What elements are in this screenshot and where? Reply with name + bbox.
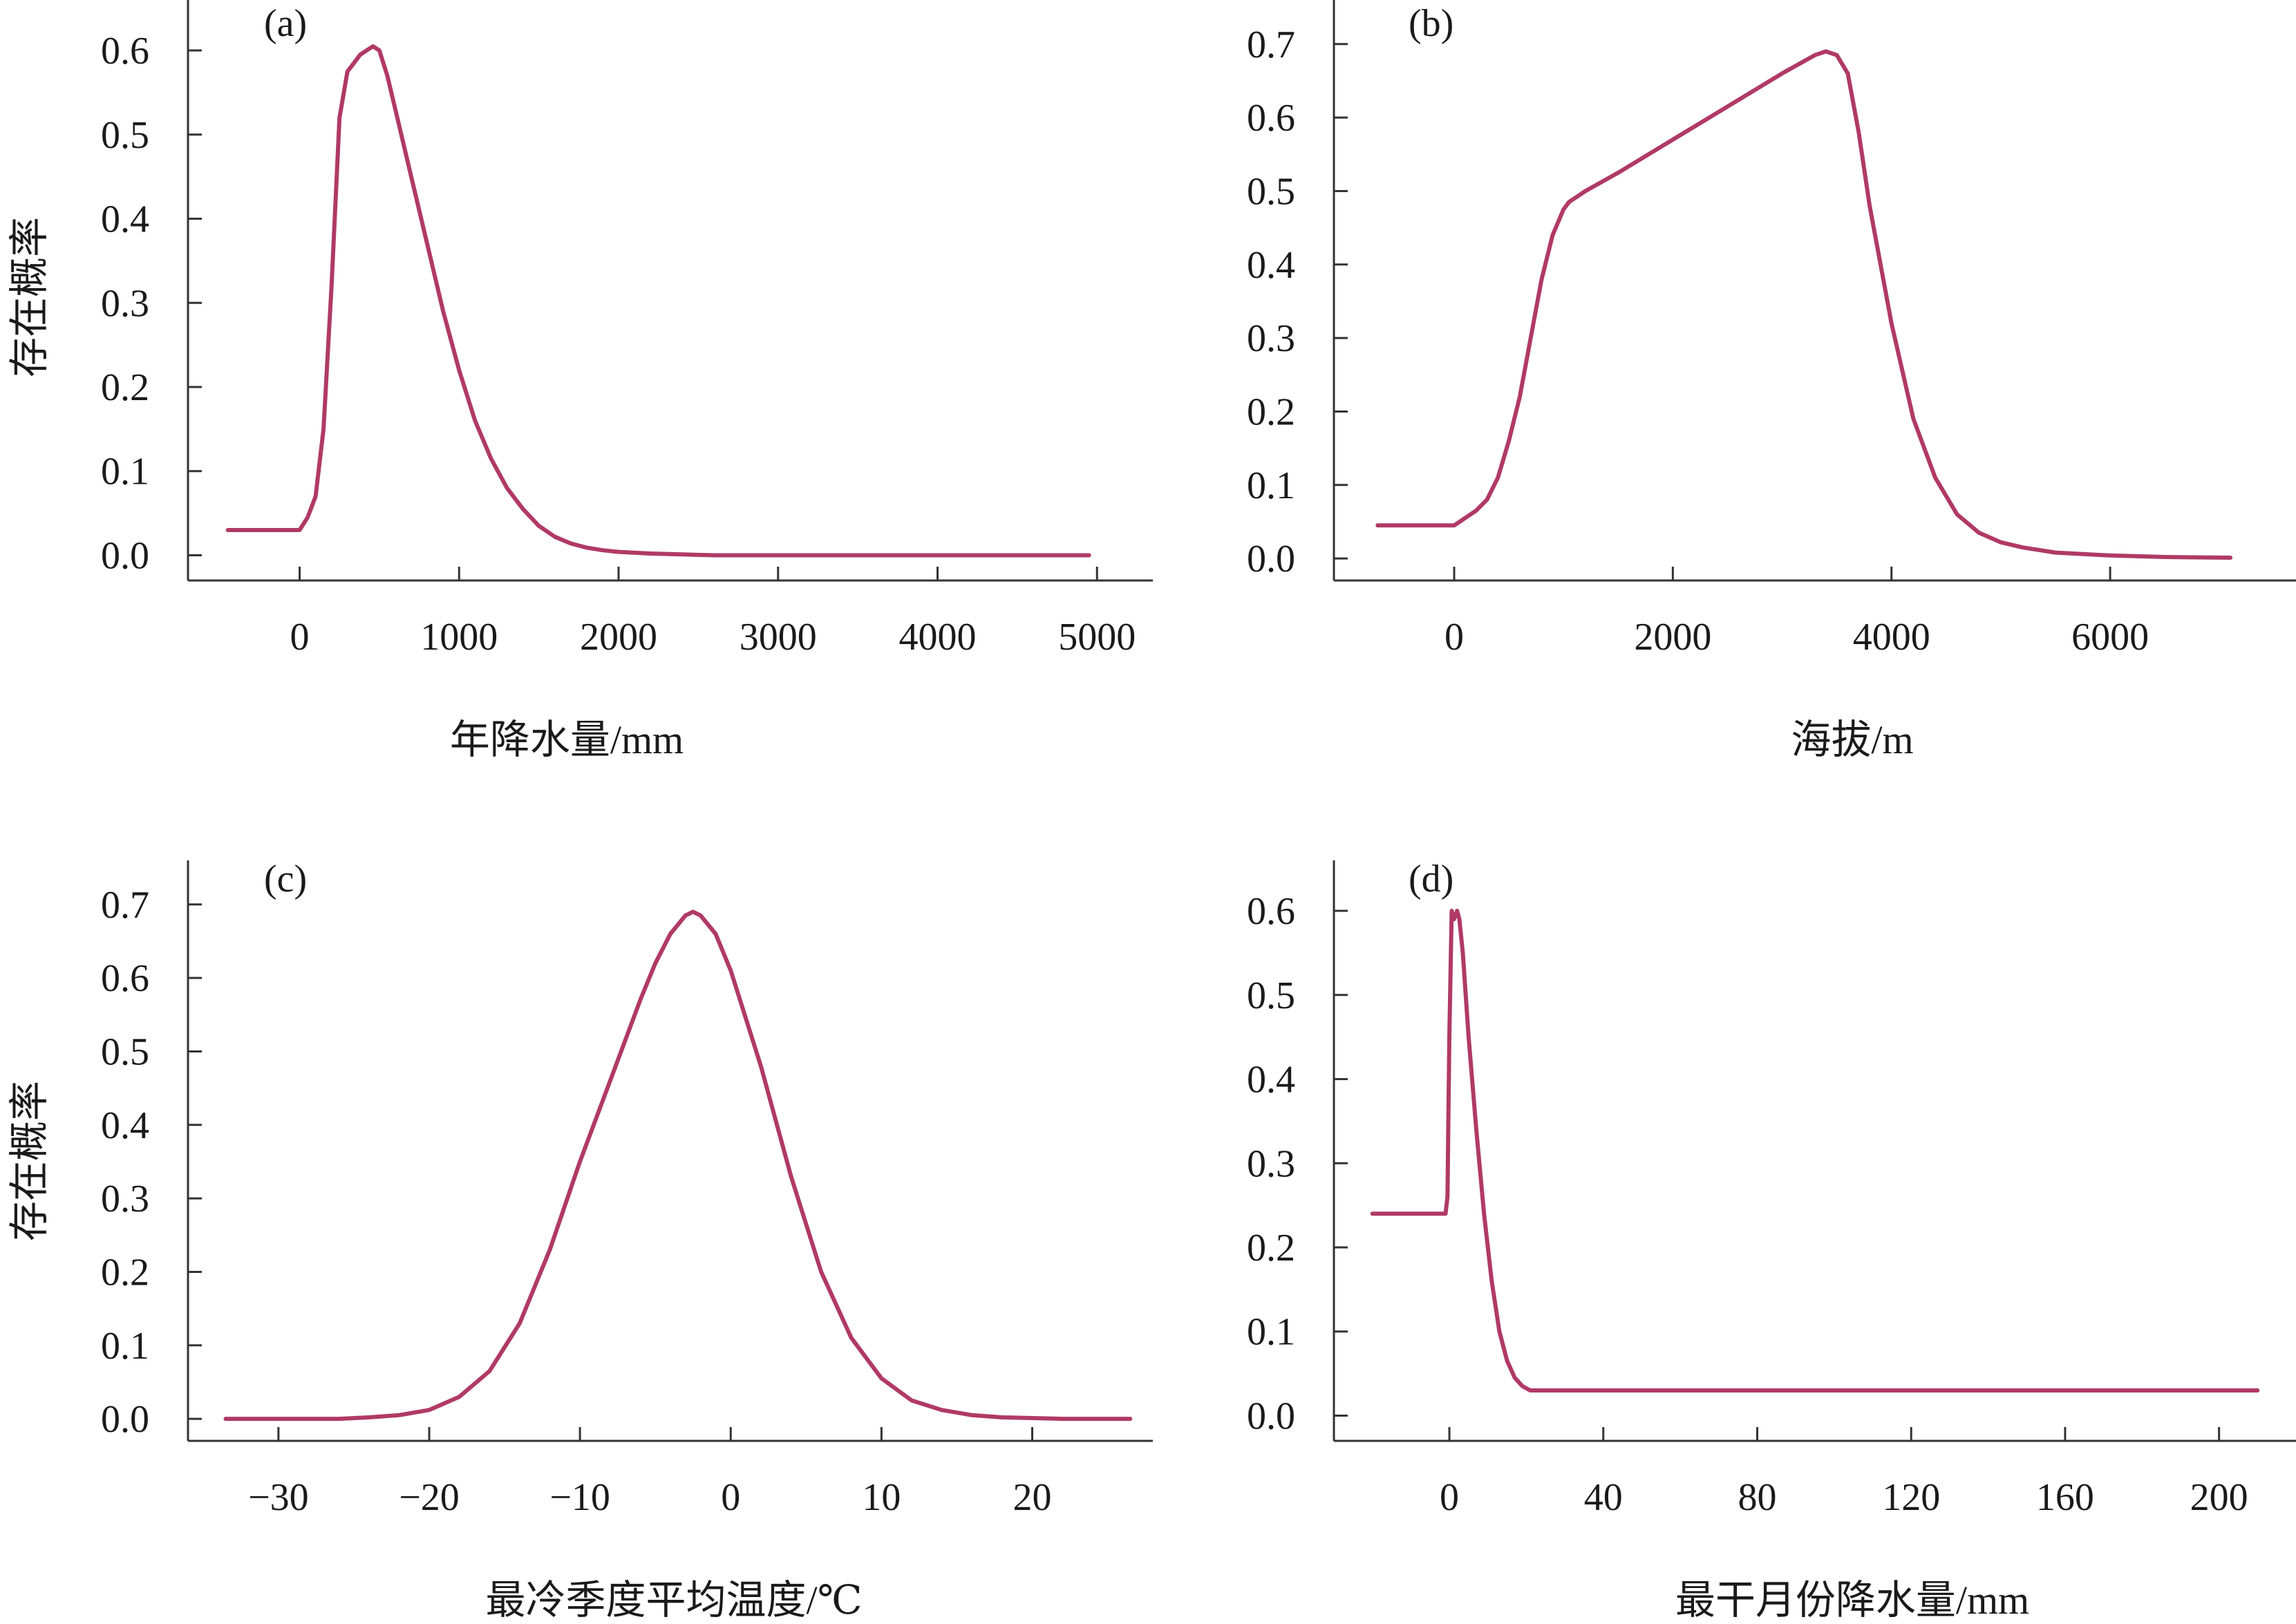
curve-d — [1370, 909, 2260, 1392]
x-tick-label-a: 4000 — [898, 616, 976, 659]
y-axis-title-top: 存在概率 — [7, 217, 52, 377]
y-tick-label-d: 0.1 — [1247, 1311, 1295, 1354]
y-tick-label-a: 0.1 — [101, 451, 149, 493]
panel-label-b: (b) — [1409, 2, 1453, 45]
curve-b — [1375, 49, 2233, 560]
panel-label-c: (c) — [264, 858, 307, 900]
y-tick-label-b: 0.3 — [1247, 317, 1295, 360]
axes-a: 0.0 0.1 0.2 0.3 0.4 0.5 0.6 0 1000 2000 3000 4000 50… — [101, 0, 1153, 659]
y-tick-label-d: 0.4 — [1247, 1059, 1295, 1102]
y-tick-label-b: 0.6 — [1247, 97, 1295, 140]
y-tick-label-c: 0.0 — [101, 1398, 149, 1441]
curve-c — [223, 909, 1133, 1422]
axes-b: 0.0 0.1 0.2 0.3 0.4 0.5 0.6 0.7 0 2000 4000 6000 — [1247, 0, 2296, 659]
y-tick-label-c: 0.5 — [101, 1030, 149, 1073]
y-tick-label-c: 0.4 — [101, 1104, 149, 1147]
panel-c: (c) 最冷季度平均温度/℃ 0.0 0.1 0.2 0.3 0.4 0.5 0.6 0.7 −… — [101, 858, 1153, 1623]
x-tick-label-a: 1000 — [420, 616, 498, 659]
series-line-c — [223, 909, 1133, 1422]
y-tick-label-a: 0.3 — [101, 282, 149, 325]
x-tick-label-c: 20 — [1013, 1476, 1052, 1519]
x-tick-label-d: 200 — [2190, 1476, 2248, 1519]
x-tick-label-a: 2000 — [580, 616, 657, 659]
y-tick-label-c: 0.3 — [101, 1178, 149, 1220]
x-axis-title-a: 年降水量/mm — [450, 717, 684, 762]
y-tick-label-d: 0.5 — [1247, 974, 1295, 1017]
y-tick-label-d: 0.2 — [1247, 1227, 1295, 1269]
x-tick-label-b: 6000 — [2071, 616, 2149, 659]
x-tick-label-a: 5000 — [1058, 616, 1136, 659]
series-line-d — [1370, 909, 2260, 1392]
x-tick-label-d: 40 — [1584, 1476, 1623, 1519]
axes-c: 0.0 0.1 0.2 0.3 0.4 0.5 0.6 0.7 −30 −20 −10 0 10 20 — [101, 860, 1153, 1519]
x-tick-label-c: 0 — [721, 1476, 740, 1519]
x-tick-label-d: 0 — [1440, 1476, 1459, 1519]
y-tick-label-c: 0.2 — [101, 1251, 149, 1294]
y-tick-label-d: 0.0 — [1247, 1395, 1295, 1437]
y-tick-label-b: 0.4 — [1247, 244, 1295, 287]
panel-a: (a) 年降水量/mm 0.0 0.1 0.2 0.3 0.4 0.5 0.6 0 1000 20… — [101, 0, 1153, 762]
y-tick-label-b: 0.2 — [1247, 390, 1295, 433]
x-tick-label-b: 4000 — [1853, 616, 1930, 659]
panel-d: (d) 最干月份降水量/mm 0.0 0.1 0.2 0.3 0.4 0.5 0.6 0 40 8… — [1247, 858, 2296, 1623]
y-tick-label-a: 0.2 — [101, 366, 149, 409]
x-tick-label-c: −20 — [399, 1476, 460, 1519]
y-tick-label-a: 0.5 — [101, 114, 149, 157]
x-tick-label-d: 160 — [2036, 1476, 2094, 1519]
y-tick-label-d: 0.6 — [1247, 890, 1295, 933]
panel-b: (b) 海拔/m 0.0 0.1 0.2 0.3 0.4 0.5 0.6 0.7 0 2000 40… — [1247, 0, 2296, 762]
y-tick-label-b: 0.0 — [1247, 538, 1295, 580]
y-tick-label-b: 0.5 — [1247, 170, 1295, 213]
curve-a — [225, 44, 1091, 558]
axes-d: 0.0 0.1 0.2 0.3 0.4 0.5 0.6 0 40 80 120 160 200 — [1247, 860, 2296, 1519]
x-tick-label-c: −10 — [549, 1476, 610, 1519]
series-line-a — [225, 44, 1091, 558]
y-axis-title-bottom: 存在概率 — [7, 1081, 52, 1241]
x-tick-label-b: 0 — [1445, 616, 1464, 659]
series-line-b — [1375, 49, 2233, 560]
x-axis-title-b: 海拔/m — [1791, 717, 1913, 762]
x-axis-title-d: 最干月份降水量/mm — [1675, 1578, 2029, 1623]
x-tick-label-a: 3000 — [740, 616, 817, 659]
y-tick-label-b: 0.1 — [1247, 464, 1295, 507]
x-axis-title-c: 最冷季度平均温度/℃ — [486, 1578, 863, 1623]
y-tick-label-a: 0.6 — [101, 30, 149, 73]
x-tick-label-a: 0 — [290, 616, 310, 659]
y-tick-label-c: 0.7 — [101, 884, 149, 927]
y-tick-label-b: 0.7 — [1247, 23, 1295, 66]
x-tick-label-b: 2000 — [1634, 616, 1711, 659]
y-tick-label-a: 0.0 — [101, 534, 149, 577]
x-tick-label-c: −30 — [248, 1476, 309, 1519]
panel-label-d: (d) — [1409, 858, 1453, 900]
y-tick-label-d: 0.3 — [1247, 1142, 1295, 1185]
x-tick-label-c: 10 — [862, 1476, 901, 1519]
y-tick-label-a: 0.4 — [101, 198, 149, 241]
y-tick-label-c: 0.1 — [101, 1325, 149, 1368]
x-tick-label-d: 120 — [1882, 1476, 1940, 1519]
y-tick-label-c: 0.6 — [101, 957, 149, 1000]
x-tick-label-d: 80 — [1738, 1476, 1776, 1519]
panel-label-a: (a) — [264, 2, 307, 45]
